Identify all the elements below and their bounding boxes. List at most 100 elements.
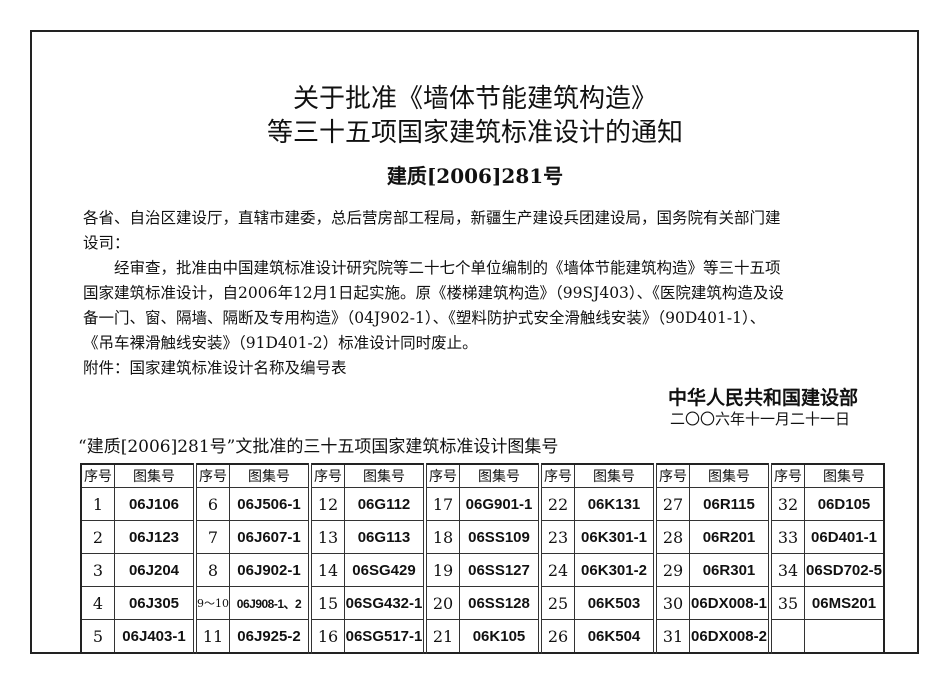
seq-cell: 15 [308,586,345,620]
code-cell: 06SG432-1 [344,586,426,620]
seq-cell: 12 [308,487,345,521]
body-line: 《吊车裸滑触线安装》（91D401-2）标准设计同时废止。 [83,334,478,352]
seq-cell: 16 [308,619,345,654]
standards-table: 序号 图集号 序号 图集号 序号 图集号 序号 图集号 序号 图集号 序号 图集号 序号 图集号 1 06J1… [80,463,885,654]
body-line: 经审查，批准由中国建筑标准设计研究院等二十七个单位编制的《墙体节能建筑构造》等三… [83,259,781,277]
code-cell: 06J908-1、2 [229,586,311,620]
code-cell: 06K503 [574,586,656,620]
table-row: 2 06J123 7 06J607-1 13 06G113 18 06SS109 23 06K30… [80,520,885,554]
seq-cell: 3 [80,553,115,587]
table-header: 序号 图集号 序号 图集号 序号 图集号 序号 图集号 序号 图集号 序号 图集号 序号 图集号 [80,463,885,488]
seq-cell: 14 [308,553,345,587]
seq-cell: 21 [423,619,460,654]
code-cell: 06SG429 [344,553,426,587]
signature: 中华人民共和国建设部 [667,387,858,409]
code-cell: 06J204 [114,553,196,587]
seq-cell: 20 [423,586,460,620]
seq-cell: 28 [653,520,690,554]
code-cell: 06K301-1 [574,520,656,554]
code-cell: 06K105 [459,619,541,654]
code-cell: 06R115 [689,487,771,521]
header-seq: 序号 [768,463,805,488]
code-cell: 06J506-1 [229,487,311,521]
body-line: 设司： [83,234,130,252]
seq-cell: 33 [768,520,805,554]
code-cell: 06D105 [804,487,885,521]
code-cell: 06SD702-5 [804,553,885,587]
document-number: 建质[2006]281号 [386,164,564,188]
table-row: 3 06J204 8 06J902-1 14 06SG429 19 06SS127 24 06K3… [80,553,885,587]
seq-cell: 24 [538,553,575,587]
body-line: 各省、自治区建设厅，直辖市建委，总后营房部工程局，新疆生产建设兵团建设局，国务院… [83,209,781,227]
code-cell: 06K131 [574,487,656,521]
header-seq: 序号 [80,463,115,488]
code-cell: 06D401-1 [804,520,885,554]
seq-cell: 8 [193,553,230,587]
seq-cell: 5 [80,619,115,654]
code-cell: 06K504 [574,619,656,654]
seq-cell: 34 [768,553,805,587]
code-cell: 06K301-2 [574,553,656,587]
code-cell: 06J925-2 [229,619,311,654]
code-cell: 06J305 [114,586,196,620]
header-seq: 序号 [423,463,460,488]
date: 二〇〇六年十一月二十一日 [669,410,850,428]
seq-cell: 17 [423,487,460,521]
seq-cell: 22 [538,487,575,521]
title-line-1: 关于批准《墙体节能建筑构造》 [292,84,657,114]
code-cell: 06J106 [114,487,196,521]
seq-cell: 7 [193,520,230,554]
header-seq: 序号 [193,463,230,488]
code-cell: 06J403-1 [114,619,196,654]
code-cell: 06DX008-1 [689,586,771,620]
seq-cell: 29 [653,553,690,587]
header-code: 图集号 [574,463,656,488]
code-cell: 06DX008-2 [689,619,771,654]
code-cell: 06MS201 [804,586,885,620]
seq-cell: 35 [768,586,805,620]
table-row: 4 06J305 9～10 06J908-1、2 15 06SG432-1 20 06SS12… [80,586,885,620]
seq-cell: 1 [80,487,115,521]
seq-cell: 23 [538,520,575,554]
code-cell [804,619,885,654]
seq-cell: 13 [308,520,345,554]
code-cell: 06J123 [114,520,196,554]
header-code: 图集号 [689,463,771,488]
seq-cell: 31 [653,619,690,654]
body-line: 国家建筑标准设计，自2006年12月1日起实施。原《楼梯建筑构造》（99SJ40… [83,284,784,302]
code-cell: 06J607-1 [229,520,311,554]
seq-cell: 9～10 [193,586,230,620]
seq-cell: 18 [423,520,460,554]
code-cell: 06SS109 [459,520,541,554]
header-code: 图集号 [114,463,196,488]
seq-cell: 32 [768,487,805,521]
table-caption: “建质[2006]281号”文批准的三十五项国家建筑标准设计图集号 [78,437,559,457]
code-cell: 06R201 [689,520,771,554]
seq-cell: 26 [538,619,575,654]
seq-cell [768,619,805,654]
seq-cell: 19 [423,553,460,587]
header-code: 图集号 [229,463,311,488]
code-cell: 06G112 [344,487,426,521]
code-cell: 06G901-1 [459,487,541,521]
header-code: 图集号 [459,463,541,488]
header-seq: 序号 [653,463,690,488]
seq-cell: 4 [80,586,115,620]
header-seq: 序号 [308,463,345,488]
title-line-2: 等三十五项国家建筑标准设计的通知 [266,118,683,148]
code-cell: 06J902-1 [229,553,311,587]
code-cell: 06G113 [344,520,426,554]
code-cell: 06R301 [689,553,771,587]
body-line: 备一门、窗、隔墙、隔断及专用构造》（04J902-1）、《塑料防护式安全滑触线安… [83,309,766,327]
table-row: 5 06J403-1 11 06J925-2 16 06SG517-1 21 06K105 26… [80,619,885,654]
seq-cell: 25 [538,586,575,620]
code-cell: 06SS127 [459,553,541,587]
code-cell: 06SS128 [459,586,541,620]
header-code: 图集号 [804,463,885,488]
seq-cell: 11 [193,619,230,654]
seq-cell: 2 [80,520,115,554]
body-line: 附件：国家建筑标准设计名称及编号表 [83,359,347,377]
seq-cell: 6 [193,487,230,521]
header-seq: 序号 [538,463,575,488]
header-code: 图集号 [344,463,426,488]
